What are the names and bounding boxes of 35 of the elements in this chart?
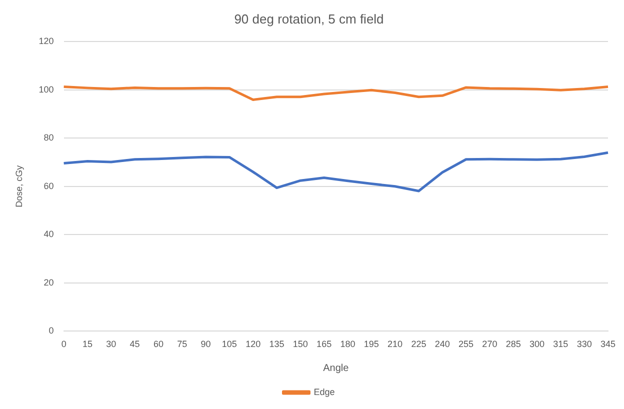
x-tick-label: 330 — [576, 339, 592, 350]
x-tick-label: 15 — [82, 339, 92, 350]
x-tick-label: 60 — [153, 339, 164, 350]
x-tick-label: 75 — [177, 339, 188, 350]
x-tick-label: 105 — [222, 339, 237, 350]
x-tick-label: 120 — [246, 339, 261, 350]
x-tick-label: 210 — [388, 339, 403, 350]
chart-title: 90 deg rotation, 5 cm field — [234, 11, 384, 26]
x-tick-label: 270 — [482, 339, 498, 350]
x-tick-label: 300 — [530, 339, 545, 350]
x-tick-label: 30 — [106, 339, 116, 350]
y-tick-label: 80 — [44, 132, 54, 143]
x-tick-label: 255 — [458, 339, 474, 350]
y-tick-label: 40 — [44, 229, 54, 240]
y-tick-label: 120 — [38, 36, 54, 46]
x-tick-label: 45 — [130, 339, 140, 350]
x-tick-label: 165 — [316, 339, 332, 350]
legend-label: Edge — [314, 386, 335, 397]
y-tick-label: 100 — [38, 84, 54, 94]
x-tick-label: 285 — [506, 339, 521, 350]
x-tick-label: 345 — [600, 339, 616, 350]
x-tick-label: 315 — [553, 339, 568, 350]
y-axis-title: Dose, cGy — [14, 164, 24, 208]
x-tick-label: 150 — [292, 339, 308, 350]
y-tick-label: 60 — [44, 180, 54, 191]
x-tick-label: 240 — [434, 339, 450, 350]
x-tick-label: 225 — [411, 339, 426, 350]
x-tick-label: 90 — [200, 339, 211, 350]
x-tick-label: 0 — [61, 339, 66, 350]
x-tick-label: 195 — [364, 339, 379, 350]
x-axis-title: Angle — [323, 362, 350, 374]
y-tick-label: 20 — [44, 277, 54, 288]
x-tick-label: 135 — [269, 339, 284, 350]
x-tick-label: 180 — [340, 339, 356, 350]
y-tick-label: 0 — [48, 326, 54, 336]
